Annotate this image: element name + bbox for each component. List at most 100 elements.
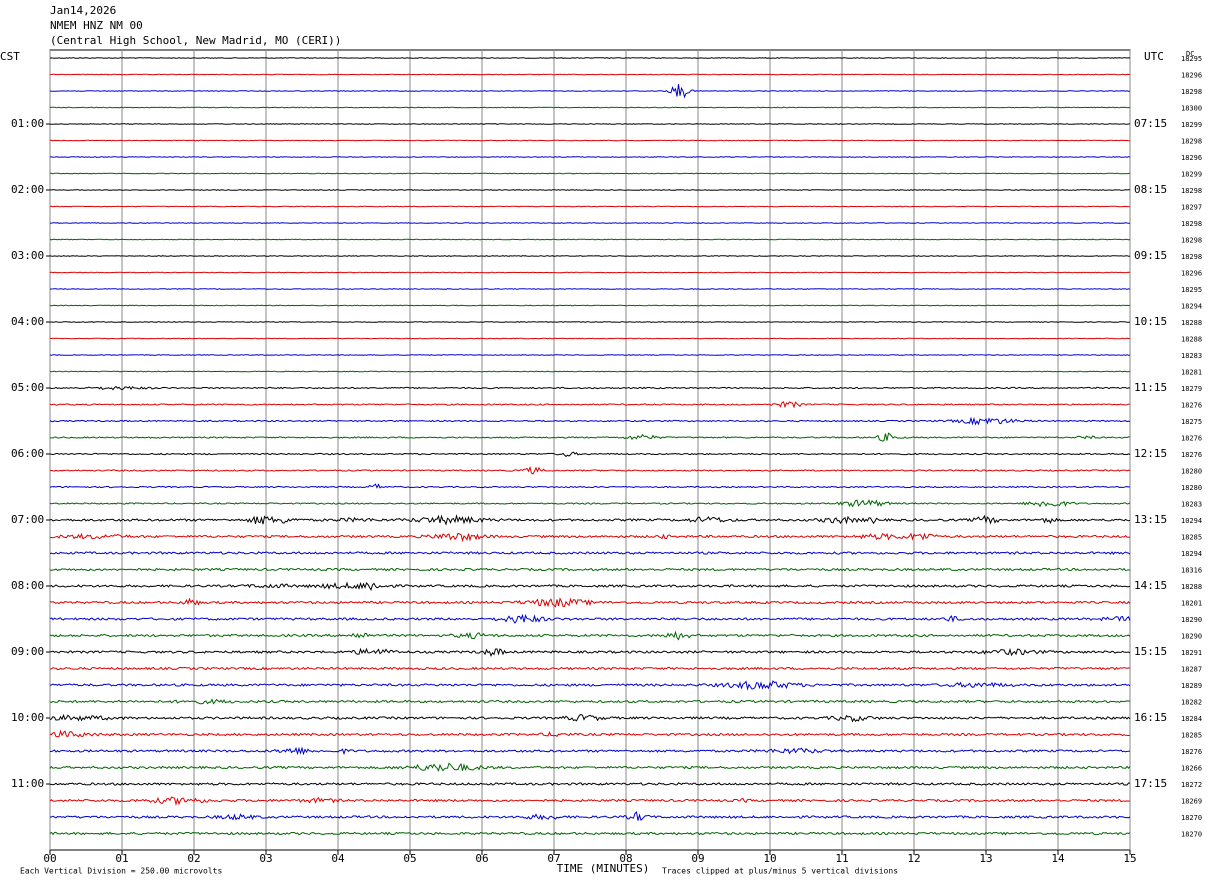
- trace: [49, 139, 1131, 142]
- dc-value: 18289: [1181, 682, 1202, 690]
- dc-value: 18296: [1181, 154, 1202, 162]
- trace: [49, 551, 1131, 555]
- x-tick-label: 06: [475, 852, 488, 865]
- x-tick-label: 15: [1123, 852, 1136, 865]
- trace: [49, 205, 1131, 208]
- dc-value: 18270: [1181, 831, 1202, 839]
- trace: [49, 532, 1131, 543]
- dc-value: 10294: [1181, 517, 1202, 525]
- trace: [49, 304, 1131, 307]
- x-tick-label: 03: [259, 852, 272, 865]
- cst-time: 05:00: [11, 381, 44, 394]
- utc-time: 10:15: [1134, 315, 1167, 328]
- utc-time: 15:15: [1134, 645, 1167, 658]
- cst-time: 02:00: [11, 183, 44, 196]
- dc-value: 18298: [1181, 253, 1202, 261]
- trace: [49, 647, 1131, 657]
- trace: [49, 416, 1131, 426]
- x-tick-label: 13: [979, 852, 992, 865]
- utc-time: 17:15: [1134, 777, 1167, 790]
- trace: [49, 796, 1131, 806]
- dc-value: 18283: [1181, 352, 1202, 360]
- trace: [49, 385, 1131, 391]
- trace: [49, 172, 1131, 175]
- cst-time: 07:00: [11, 513, 44, 526]
- dc-value: 18266: [1181, 765, 1202, 773]
- trace: [49, 613, 1131, 624]
- trace: [49, 483, 1131, 489]
- utc-time: 07:15: [1134, 117, 1167, 130]
- utc-time: 09:15: [1134, 249, 1167, 262]
- trace: [49, 354, 1131, 356]
- dc-value: 18298: [1181, 187, 1202, 195]
- x-tick-label: 02: [187, 852, 200, 865]
- x-tick-label: 11: [835, 852, 848, 865]
- location: (Central High School, New Madrid, MO (CE…: [50, 34, 341, 47]
- dc-value: 18290: [1181, 616, 1202, 624]
- trace: [50, 782, 1131, 786]
- trace: [49, 499, 1131, 508]
- cst-time: 10:00: [11, 711, 44, 724]
- dc-value: 18300: [1181, 105, 1202, 113]
- dc-value: 18288: [1181, 336, 1202, 344]
- x-tick-label: 08: [619, 852, 632, 865]
- dc-value: 18275: [1181, 418, 1202, 426]
- dc-value: 18276: [1181, 402, 1202, 410]
- trace: [49, 189, 1130, 191]
- left-zone: CST: [0, 50, 20, 63]
- date: Jan14,2026: [50, 4, 116, 17]
- dc-value: 18299: [1181, 171, 1202, 179]
- dc-value: 18298: [1181, 237, 1202, 245]
- trace: [49, 337, 1131, 340]
- dc-value: 18269: [1181, 798, 1202, 806]
- dc-value: 18296: [1181, 270, 1202, 278]
- trace: [49, 156, 1131, 158]
- dc-value: 18296: [1181, 72, 1202, 80]
- trace: [49, 84, 1131, 99]
- dc-value: 18297: [1181, 204, 1202, 212]
- utc-time: 12:15: [1134, 447, 1167, 460]
- dc-value: 18280: [1181, 468, 1202, 476]
- trace: [50, 432, 1130, 442]
- trace: [49, 465, 1131, 475]
- dc-value: 18284: [1181, 715, 1202, 723]
- cst-time: 04:00: [11, 315, 44, 328]
- trace: [49, 713, 1131, 723]
- trace: [49, 630, 1131, 641]
- cst-time: 03:00: [11, 249, 44, 262]
- dc-label: DC: [1186, 50, 1194, 58]
- dc-value: 18295: [1181, 286, 1202, 294]
- trace: [49, 255, 1131, 257]
- x-tick-label: 09: [691, 852, 704, 865]
- trace: [49, 567, 1131, 572]
- dc-value: 18287: [1181, 666, 1202, 674]
- dc-value: 18281: [1181, 369, 1202, 377]
- utc-time: 16:15: [1134, 711, 1167, 724]
- dc-value: 18280: [1181, 484, 1202, 492]
- trace: [49, 811, 1131, 821]
- trace: [49, 451, 1131, 458]
- dc-value: 18298: [1181, 138, 1202, 146]
- trace: [49, 57, 1131, 59]
- trace: [49, 238, 1131, 241]
- x-tick-label: 07: [547, 852, 560, 865]
- dc-value: 18276: [1181, 435, 1202, 443]
- dc-value: 18288: [1181, 319, 1202, 327]
- trace: [49, 106, 1131, 109]
- right-zone: UTC: [1144, 50, 1164, 63]
- trace: [49, 513, 1131, 526]
- trace: [49, 581, 1131, 592]
- dc-value: 18283: [1181, 501, 1202, 509]
- dc-value: 18291: [1181, 649, 1202, 657]
- trace: [49, 401, 1130, 409]
- x-tick-label: 05: [403, 852, 416, 865]
- dc-value: 18279: [1181, 385, 1202, 393]
- x-tick-label: 00: [43, 852, 56, 865]
- trace: [49, 73, 1131, 76]
- dc-value: 18298: [1181, 88, 1202, 96]
- utc-time: 11:15: [1134, 381, 1167, 394]
- trace: [49, 123, 1131, 125]
- trace: [49, 666, 1131, 671]
- dc-value: 18285: [1181, 534, 1202, 542]
